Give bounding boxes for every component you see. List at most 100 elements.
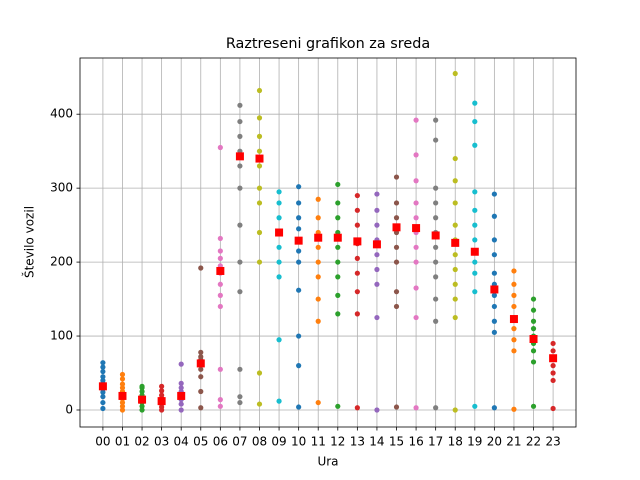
x-tick-label: 17 [428, 435, 443, 449]
point [354, 192, 360, 199]
point [550, 348, 556, 354]
point [433, 117, 439, 123]
point [100, 405, 106, 412]
x-tick-label: 10 [291, 435, 306, 449]
point [550, 340, 556, 347]
point [100, 360, 106, 366]
point [433, 259, 439, 265]
mean-marker [470, 247, 479, 256]
point [256, 259, 263, 265]
point [335, 181, 341, 188]
x-tick-label: 15 [389, 435, 404, 449]
marks [98, 70, 558, 413]
point [178, 401, 184, 407]
point [374, 314, 380, 321]
point [217, 292, 223, 298]
mean-marker [549, 354, 558, 363]
point [139, 407, 145, 413]
y-axis-label: Število vozil [22, 206, 37, 278]
point [296, 333, 302, 339]
point [452, 407, 458, 413]
point [530, 403, 537, 409]
point [139, 383, 145, 389]
point [139, 388, 145, 395]
point [354, 207, 360, 213]
chart-title: Raztreseni grafikon za sreda [226, 36, 430, 52]
point [198, 354, 204, 360]
point [413, 314, 419, 321]
point [256, 148, 263, 154]
point [491, 318, 497, 324]
point [393, 200, 400, 206]
point [119, 385, 126, 391]
mean-marker [431, 231, 440, 240]
point [217, 281, 223, 287]
point [433, 137, 439, 143]
point [198, 374, 204, 380]
point [530, 296, 537, 302]
mean-marker [255, 154, 264, 163]
point [296, 184, 302, 190]
point [413, 285, 419, 291]
point [217, 235, 223, 242]
point [315, 318, 321, 324]
point [511, 292, 517, 298]
point [256, 87, 263, 94]
point [472, 118, 478, 125]
point [452, 252, 458, 258]
point [374, 266, 380, 273]
point [237, 222, 243, 228]
point [452, 178, 458, 184]
point [159, 392, 165, 398]
x-tick-label: 08 [252, 435, 267, 449]
point [217, 248, 223, 254]
y-tick-label: 300 [50, 181, 73, 195]
point [217, 397, 223, 403]
point [237, 102, 243, 108]
point [237, 366, 243, 372]
point [433, 318, 439, 324]
point [433, 185, 439, 191]
point [335, 274, 341, 280]
point [491, 303, 497, 310]
x-tick-label: 14 [369, 435, 384, 449]
point [335, 311, 341, 317]
point [256, 200, 263, 206]
point [159, 383, 165, 389]
point [237, 163, 243, 169]
point [452, 296, 458, 302]
point [335, 244, 341, 250]
point [119, 407, 126, 413]
point [530, 348, 537, 354]
point [413, 152, 419, 158]
point [296, 200, 302, 206]
point [296, 248, 302, 254]
point [237, 133, 243, 139]
point [276, 259, 282, 265]
point [276, 244, 282, 250]
point [139, 403, 145, 409]
point [198, 349, 204, 355]
mean-marker [196, 359, 205, 368]
point [550, 370, 556, 376]
mean-marker [529, 335, 538, 344]
point [452, 281, 458, 287]
y-tick-label: 100 [50, 329, 73, 343]
point [256, 115, 263, 121]
point [472, 207, 478, 213]
point [100, 394, 106, 400]
point [413, 215, 419, 221]
point [393, 244, 400, 250]
point [296, 404, 302, 410]
x-tick-label: 09 [271, 435, 286, 449]
mean-marker [490, 285, 499, 294]
point [393, 259, 400, 265]
point [491, 292, 497, 298]
point [100, 368, 106, 375]
point [198, 388, 204, 395]
point [472, 237, 478, 243]
point [413, 259, 419, 265]
point [452, 222, 458, 228]
point [315, 244, 321, 250]
point [393, 404, 400, 410]
